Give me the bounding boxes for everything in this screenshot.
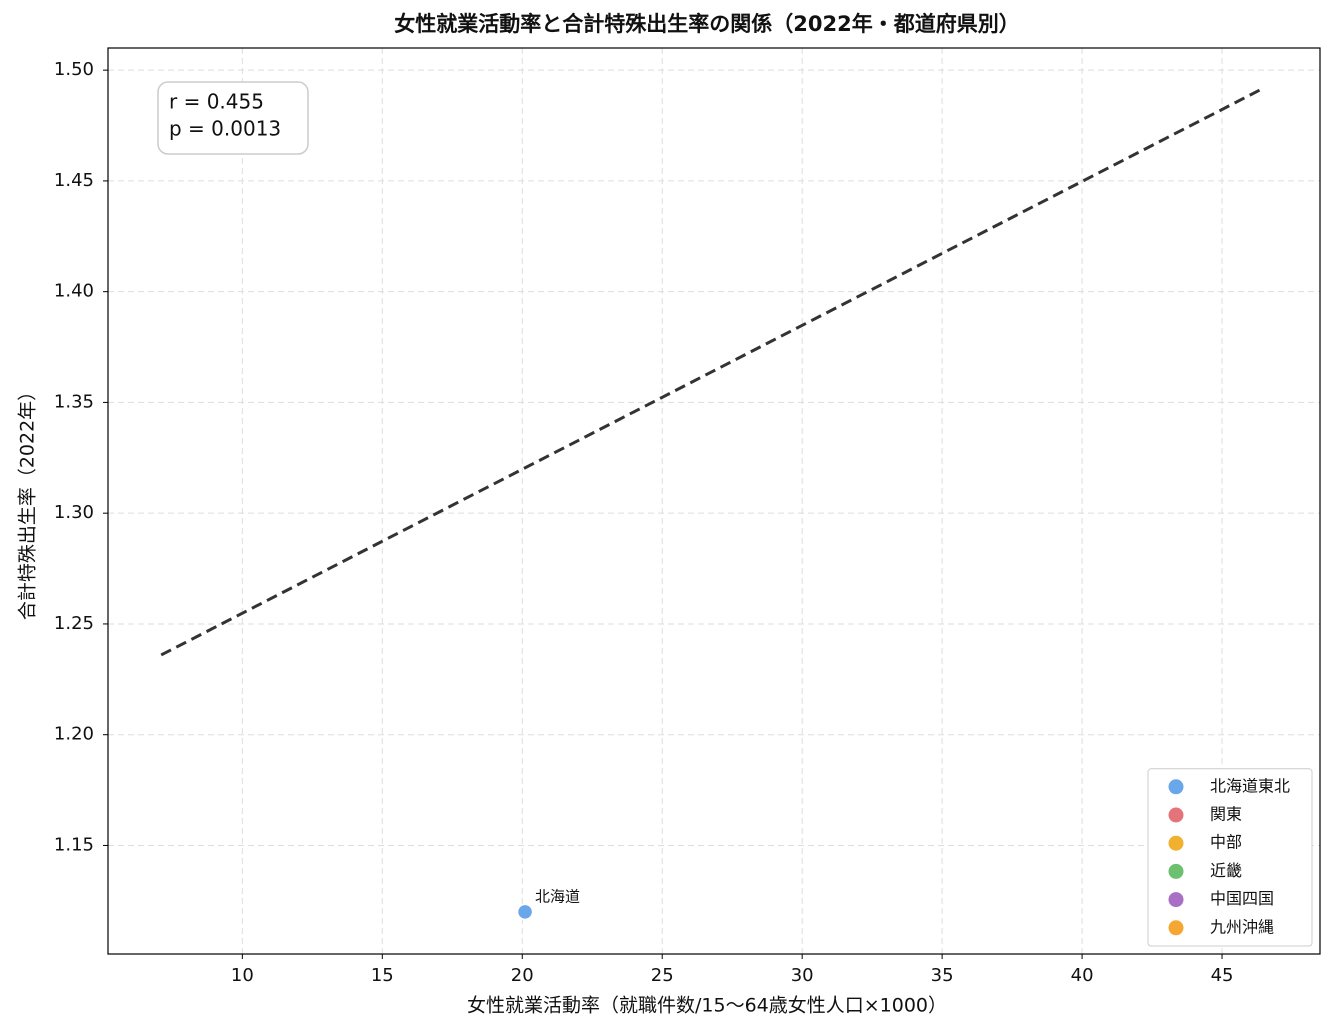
legend-marker xyxy=(1168,835,1184,851)
legend-marker xyxy=(1168,920,1184,936)
data-point xyxy=(516,903,534,921)
y-tick-label: 1.20 xyxy=(54,724,94,745)
annotation-box xyxy=(157,81,309,155)
x-tick-label: 20 xyxy=(511,965,534,986)
legend-marker xyxy=(1168,779,1184,795)
y-tick-label: 1.15 xyxy=(54,834,94,855)
y-tick-label: 1.40 xyxy=(54,281,94,302)
point-label: 北海道 xyxy=(535,887,580,905)
y-axis-label: 合計特殊出生率（2022年） xyxy=(17,382,39,620)
y-tick-label: 1.30 xyxy=(54,502,94,523)
legend-label: 北海道東北 xyxy=(1210,776,1290,795)
trend-line xyxy=(160,86,1265,657)
legend-marker xyxy=(1168,807,1184,823)
x-tick-label: 15 xyxy=(371,965,394,986)
x-tick-label: 30 xyxy=(791,965,814,986)
x-tick-label: 35 xyxy=(931,965,954,986)
legend-label: 中国四国 xyxy=(1210,889,1274,908)
legend-box xyxy=(1147,768,1313,947)
legend-marker xyxy=(1168,863,1184,879)
legend-label: 近畿 xyxy=(1210,861,1242,880)
legend-marker xyxy=(1168,892,1184,908)
y-tick-label: 1.45 xyxy=(54,170,94,191)
annotation-text: r = 0.455 xyxy=(169,90,264,114)
legend-label: 中部 xyxy=(1210,833,1242,852)
y-tick-label: 1.50 xyxy=(54,59,94,80)
x-tick-label: 45 xyxy=(1211,965,1234,986)
legend-label: 九州沖縄 xyxy=(1210,917,1274,936)
annotation-text: p = 0.0013 xyxy=(169,117,281,141)
x-axis-label: 女性就業活動率（就職件数/15〜64歳女性人口×1000） xyxy=(467,995,947,1017)
x-tick-label: 10 xyxy=(231,965,254,986)
plot-frame xyxy=(107,47,1321,955)
y-tick-label: 1.25 xyxy=(54,613,94,634)
y-tick-label: 1.35 xyxy=(54,391,94,412)
x-tick-label: 25 xyxy=(651,965,674,986)
x-tick-label: 40 xyxy=(1071,965,1094,986)
legend-label: 関東 xyxy=(1210,805,1242,824)
chart-title: 女性就業活動率と合計特殊出生率の関係（2022年・都道府県別） xyxy=(394,12,1019,36)
